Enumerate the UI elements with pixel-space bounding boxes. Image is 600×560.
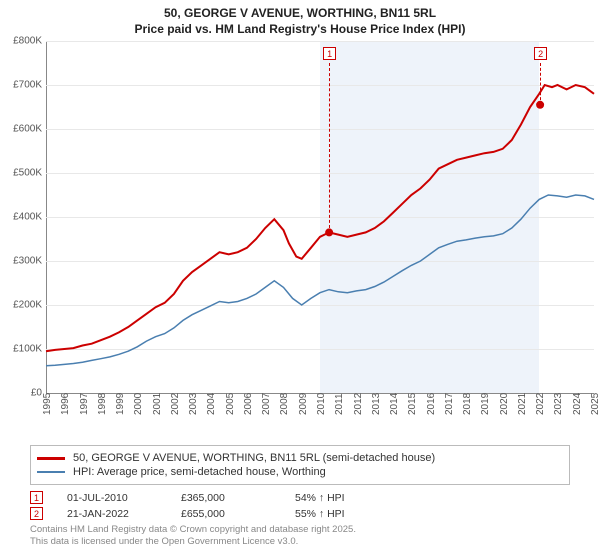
x-tick-label: 2022 bbox=[535, 393, 546, 415]
series-line bbox=[46, 195, 594, 366]
x-tick-label: 2017 bbox=[444, 393, 455, 415]
legend-label-2: HPI: Average price, semi-detached house,… bbox=[73, 466, 326, 478]
copyright-block: Contains HM Land Registry data © Crown c… bbox=[30, 524, 570, 547]
marker-dashed-line bbox=[329, 63, 330, 232]
x-axis: 1995199619971998199920002001200220032004… bbox=[46, 393, 594, 441]
x-tick-label: 2001 bbox=[152, 393, 163, 415]
chart-svg bbox=[46, 41, 594, 393]
y-axis: £0£100K£200K£300K£400K£500K£600K£700K£80… bbox=[0, 41, 46, 393]
x-tick-label: 1999 bbox=[115, 393, 126, 415]
y-tick-label: £200K bbox=[13, 300, 42, 311]
x-tick-label: 2012 bbox=[353, 393, 364, 415]
y-tick-label: £100K bbox=[13, 344, 42, 355]
legend-box: 50, GEORGE V AVENUE, WORTHING, BN11 5RL … bbox=[30, 445, 570, 485]
series-line bbox=[46, 85, 594, 351]
plot-area: 12 bbox=[46, 41, 594, 393]
legend-label-1: 50, GEORGE V AVENUE, WORTHING, BN11 5RL … bbox=[73, 452, 435, 464]
x-tick-label: 2024 bbox=[572, 393, 583, 415]
x-tick-label: 2003 bbox=[188, 393, 199, 415]
sale-price-1: £365,000 bbox=[181, 492, 271, 504]
x-tick-label: 2013 bbox=[371, 393, 382, 415]
sale-delta-2: 55% ↑ HPI bbox=[295, 508, 385, 520]
x-tick-label: 2020 bbox=[499, 393, 510, 415]
marker-label-box: 1 bbox=[323, 47, 336, 60]
x-tick-label: 2018 bbox=[462, 393, 473, 415]
sale-price-2: £655,000 bbox=[181, 508, 271, 520]
x-tick-label: 2015 bbox=[407, 393, 418, 415]
x-tick-label: 2019 bbox=[480, 393, 491, 415]
x-tick-label: 2000 bbox=[133, 393, 144, 415]
sale-marker-1: 1 bbox=[30, 491, 43, 504]
x-tick-label: 1998 bbox=[97, 393, 108, 415]
legend-row-series-1: 50, GEORGE V AVENUE, WORTHING, BN11 5RL … bbox=[37, 452, 563, 464]
marker-label-box: 2 bbox=[534, 47, 547, 60]
x-tick-label: 2016 bbox=[426, 393, 437, 415]
sale-date-2: 21-JAN-2022 bbox=[67, 508, 157, 520]
sale-date-1: 01-JUL-2010 bbox=[67, 492, 157, 504]
x-tick-label: 2025 bbox=[590, 393, 600, 415]
x-tick-label: 2007 bbox=[261, 393, 272, 415]
y-tick-label: £500K bbox=[13, 168, 42, 179]
x-tick-label: 2005 bbox=[225, 393, 236, 415]
chart-title-block: 50, GEORGE V AVENUE, WORTHING, BN11 5RL … bbox=[0, 0, 600, 41]
title-line-2: Price paid vs. HM Land Registry's House … bbox=[0, 22, 600, 38]
copyright-line-1: Contains HM Land Registry data © Crown c… bbox=[30, 524, 570, 535]
sales-table: 1 01-JUL-2010 £365,000 54% ↑ HPI 2 21-JA… bbox=[30, 491, 570, 520]
copyright-line-2: This data is licensed under the Open Gov… bbox=[30, 536, 570, 547]
sales-row: 1 01-JUL-2010 £365,000 54% ↑ HPI bbox=[30, 491, 570, 504]
x-tick-label: 2010 bbox=[316, 393, 327, 415]
sales-row: 2 21-JAN-2022 £655,000 55% ↑ HPI bbox=[30, 507, 570, 520]
x-tick-label: 1996 bbox=[60, 393, 71, 415]
marker-dashed-line bbox=[540, 63, 541, 105]
y-tick-label: £400K bbox=[13, 212, 42, 223]
x-tick-label: 2011 bbox=[334, 394, 345, 416]
y-tick-label: £800K bbox=[13, 36, 42, 47]
y-tick-label: £700K bbox=[13, 80, 42, 91]
x-tick-label: 2002 bbox=[170, 393, 181, 415]
x-tick-label: 2006 bbox=[243, 393, 254, 415]
x-tick-label: 2004 bbox=[206, 393, 217, 415]
x-tick-label: 2008 bbox=[279, 393, 290, 415]
chart-area: £0£100K£200K£300K£400K£500K£600K£700K£80… bbox=[0, 41, 600, 441]
x-tick-label: 2023 bbox=[553, 393, 564, 415]
y-tick-label: £0 bbox=[31, 388, 42, 399]
x-tick-label: 1997 bbox=[79, 393, 90, 415]
legend-swatch-2 bbox=[37, 471, 65, 473]
y-tick-label: £300K bbox=[13, 256, 42, 267]
x-tick-label: 2021 bbox=[517, 393, 528, 415]
x-tick-label: 2009 bbox=[298, 393, 309, 415]
legend-row-series-2: HPI: Average price, semi-detached house,… bbox=[37, 466, 563, 478]
sale-delta-1: 54% ↑ HPI bbox=[295, 492, 385, 504]
x-tick-label: 2014 bbox=[389, 393, 400, 415]
y-tick-label: £600K bbox=[13, 124, 42, 135]
x-tick-label: 1995 bbox=[42, 393, 53, 415]
title-line-1: 50, GEORGE V AVENUE, WORTHING, BN11 5RL bbox=[0, 6, 600, 22]
sale-marker-2: 2 bbox=[30, 507, 43, 520]
legend-swatch-1 bbox=[37, 457, 65, 460]
